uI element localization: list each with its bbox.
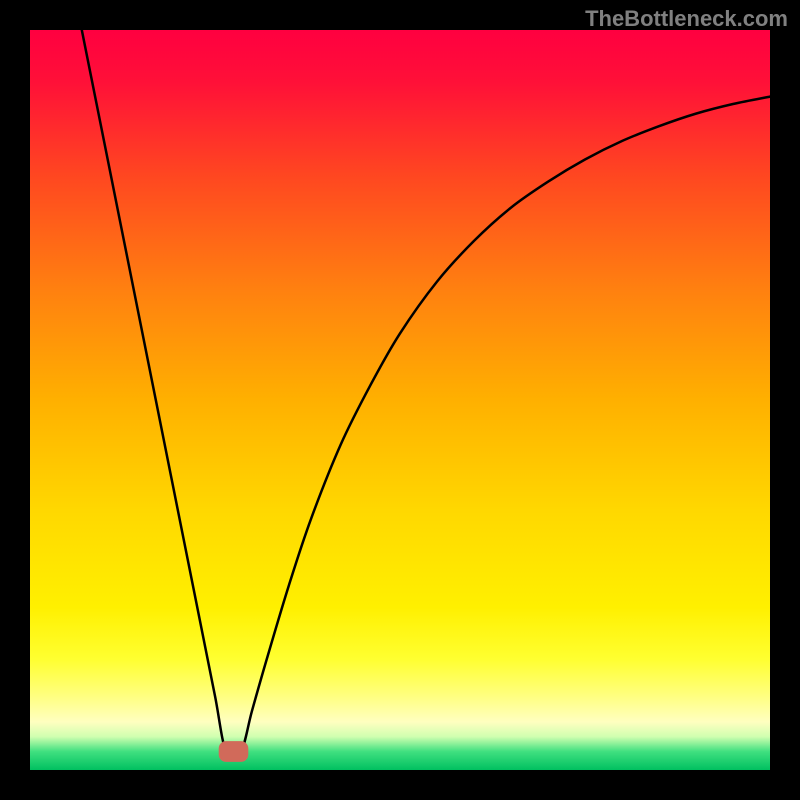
plot-area: [30, 30, 770, 770]
chart-svg: [0, 0, 800, 800]
chart-container: TheBottleneck.com: [0, 0, 800, 800]
minimum-marker: [219, 741, 249, 762]
